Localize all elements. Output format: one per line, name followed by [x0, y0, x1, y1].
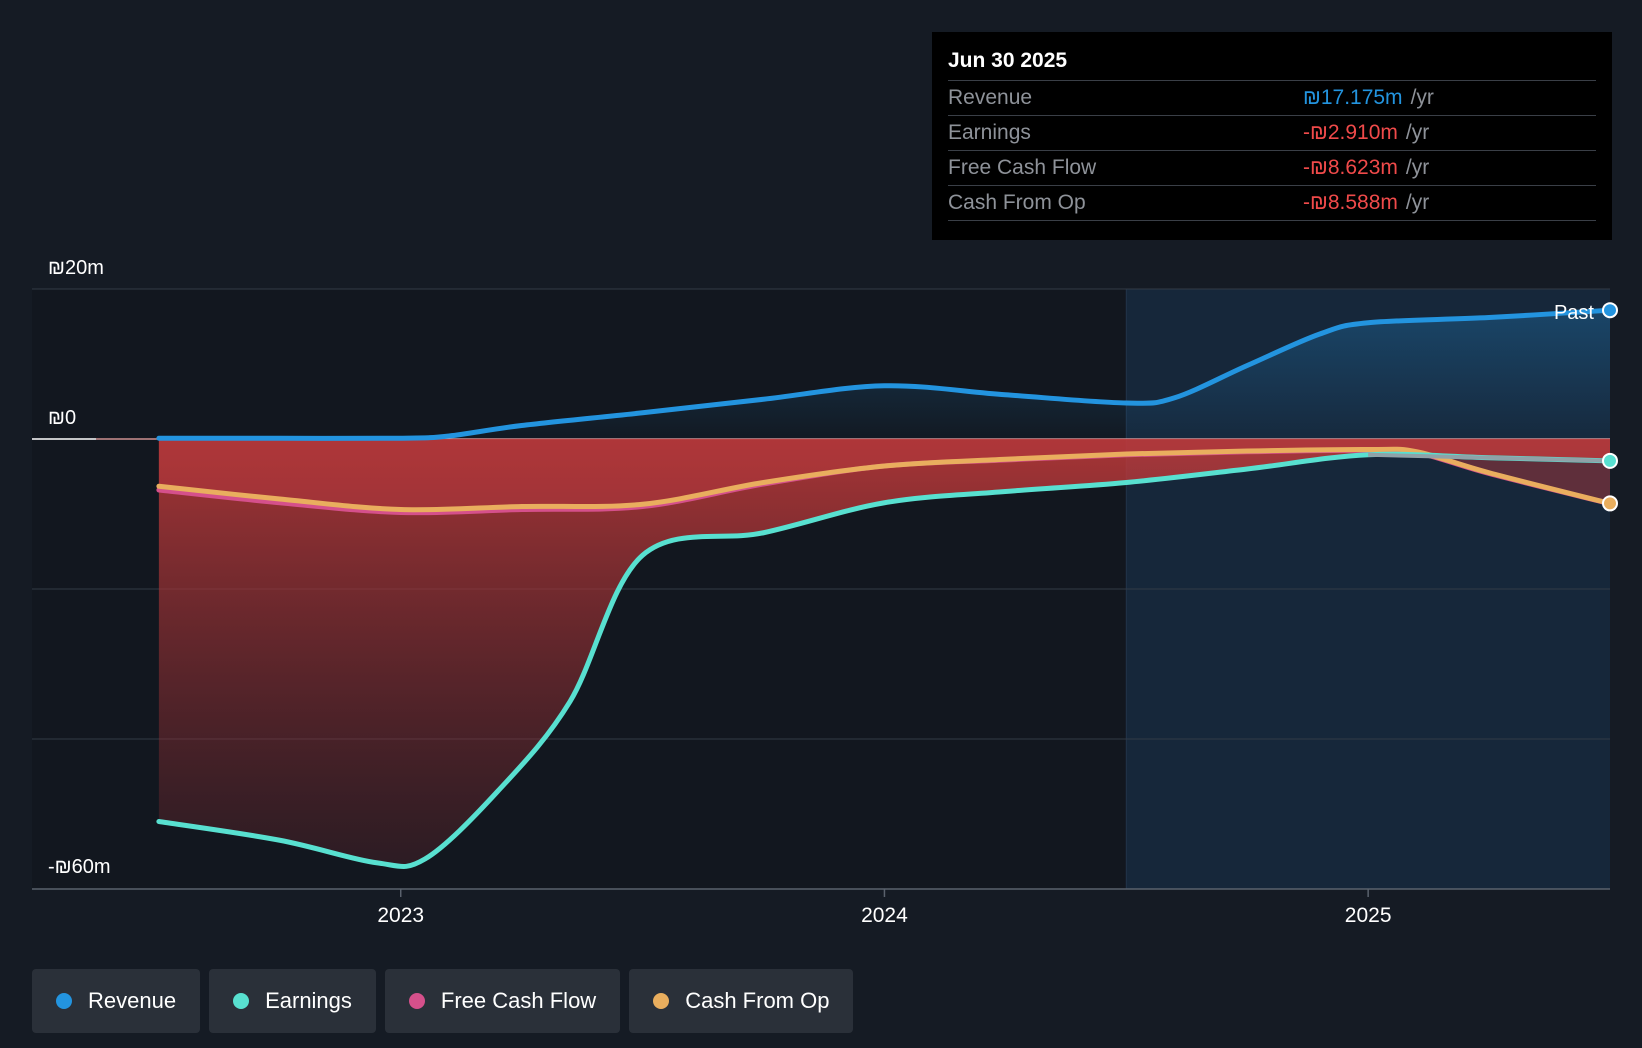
tooltip-value: -₪8.588m	[1303, 191, 1398, 214]
y-tick-label: ₪0	[48, 407, 76, 429]
tooltip-panel: Jun 30 2025 Revenue ₪17.175m /yr Earning…	[932, 32, 1612, 240]
tooltip-date: Jun 30 2025	[948, 46, 1596, 81]
tooltip-row-free-cash-flow: Free Cash Flow -₪8.623m /yr	[948, 151, 1596, 186]
legend-item-earnings[interactable]: Earnings	[209, 969, 376, 1033]
tooltip-label: Revenue	[948, 86, 1033, 109]
cash-from-op-end-point	[1602, 495, 1618, 512]
earnings-end-point	[1602, 452, 1618, 469]
tooltip-value: ₪17.175m	[1303, 86, 1403, 109]
legend-item-revenue[interactable]: Revenue	[32, 969, 201, 1033]
legend-label: Earnings	[265, 988, 352, 1013]
earnings-line	[156, 451, 1613, 869]
revenue-line	[156, 307, 1613, 441]
tooltip-row-cash-from-op: Cash From Op -₪8.588m /yr	[948, 186, 1596, 221]
legend-label: Cash From Op	[685, 988, 830, 1013]
legend: Revenue Earnings Free Cash Flow Cash Fro…	[32, 969, 854, 1033]
tooltip-unit: /yr	[1405, 121, 1430, 144]
legend-label: Free Cash Flow	[440, 988, 597, 1013]
legend-dot-icon	[408, 993, 425, 1009]
revenue-end-point	[1602, 302, 1618, 319]
legend-dot-icon	[233, 993, 250, 1009]
tooltip-unit: /yr	[1405, 191, 1430, 214]
revenue-area	[158, 310, 1610, 439]
earnings-tail-line	[1368, 452, 1611, 463]
legend-item-cash-from-op[interactable]: Cash From Op	[629, 969, 854, 1033]
tooltip-row-revenue: Revenue ₪17.175m /yr	[948, 81, 1596, 116]
tooltip-label: Earnings	[948, 121, 1031, 144]
legend-item-free-cash-flow[interactable]: Free Cash Flow	[384, 969, 621, 1033]
tooltip-label: Free Cash Flow	[948, 156, 1097, 179]
y-tick-label: -₪60m	[48, 856, 111, 878]
tooltip-value: -₪8.623m	[1303, 156, 1398, 179]
x-tick-label: 2023	[377, 904, 424, 927]
earnings-area	[158, 439, 1610, 867]
legend-dot-icon	[56, 993, 72, 1009]
x-tick-label: 2025	[1345, 904, 1392, 927]
tooltip-unit: /yr	[1405, 156, 1430, 179]
tooltip-unit: /yr	[1410, 86, 1434, 109]
tooltip-row-earnings: Earnings -₪2.910m /yr	[948, 116, 1596, 151]
y-tick-label: ₪20m	[48, 257, 104, 279]
tooltip-label: Cash From Op	[948, 191, 1086, 214]
cash-band-area	[158, 439, 1610, 510]
legend-dot-icon	[653, 993, 670, 1009]
tooltip-value: -₪2.910m	[1303, 121, 1398, 144]
cash-from-op-line	[156, 446, 1613, 513]
past-label: Past	[1554, 302, 1594, 324]
x-tick-label: 2024	[861, 904, 908, 927]
legend-label: Revenue	[88, 988, 177, 1013]
